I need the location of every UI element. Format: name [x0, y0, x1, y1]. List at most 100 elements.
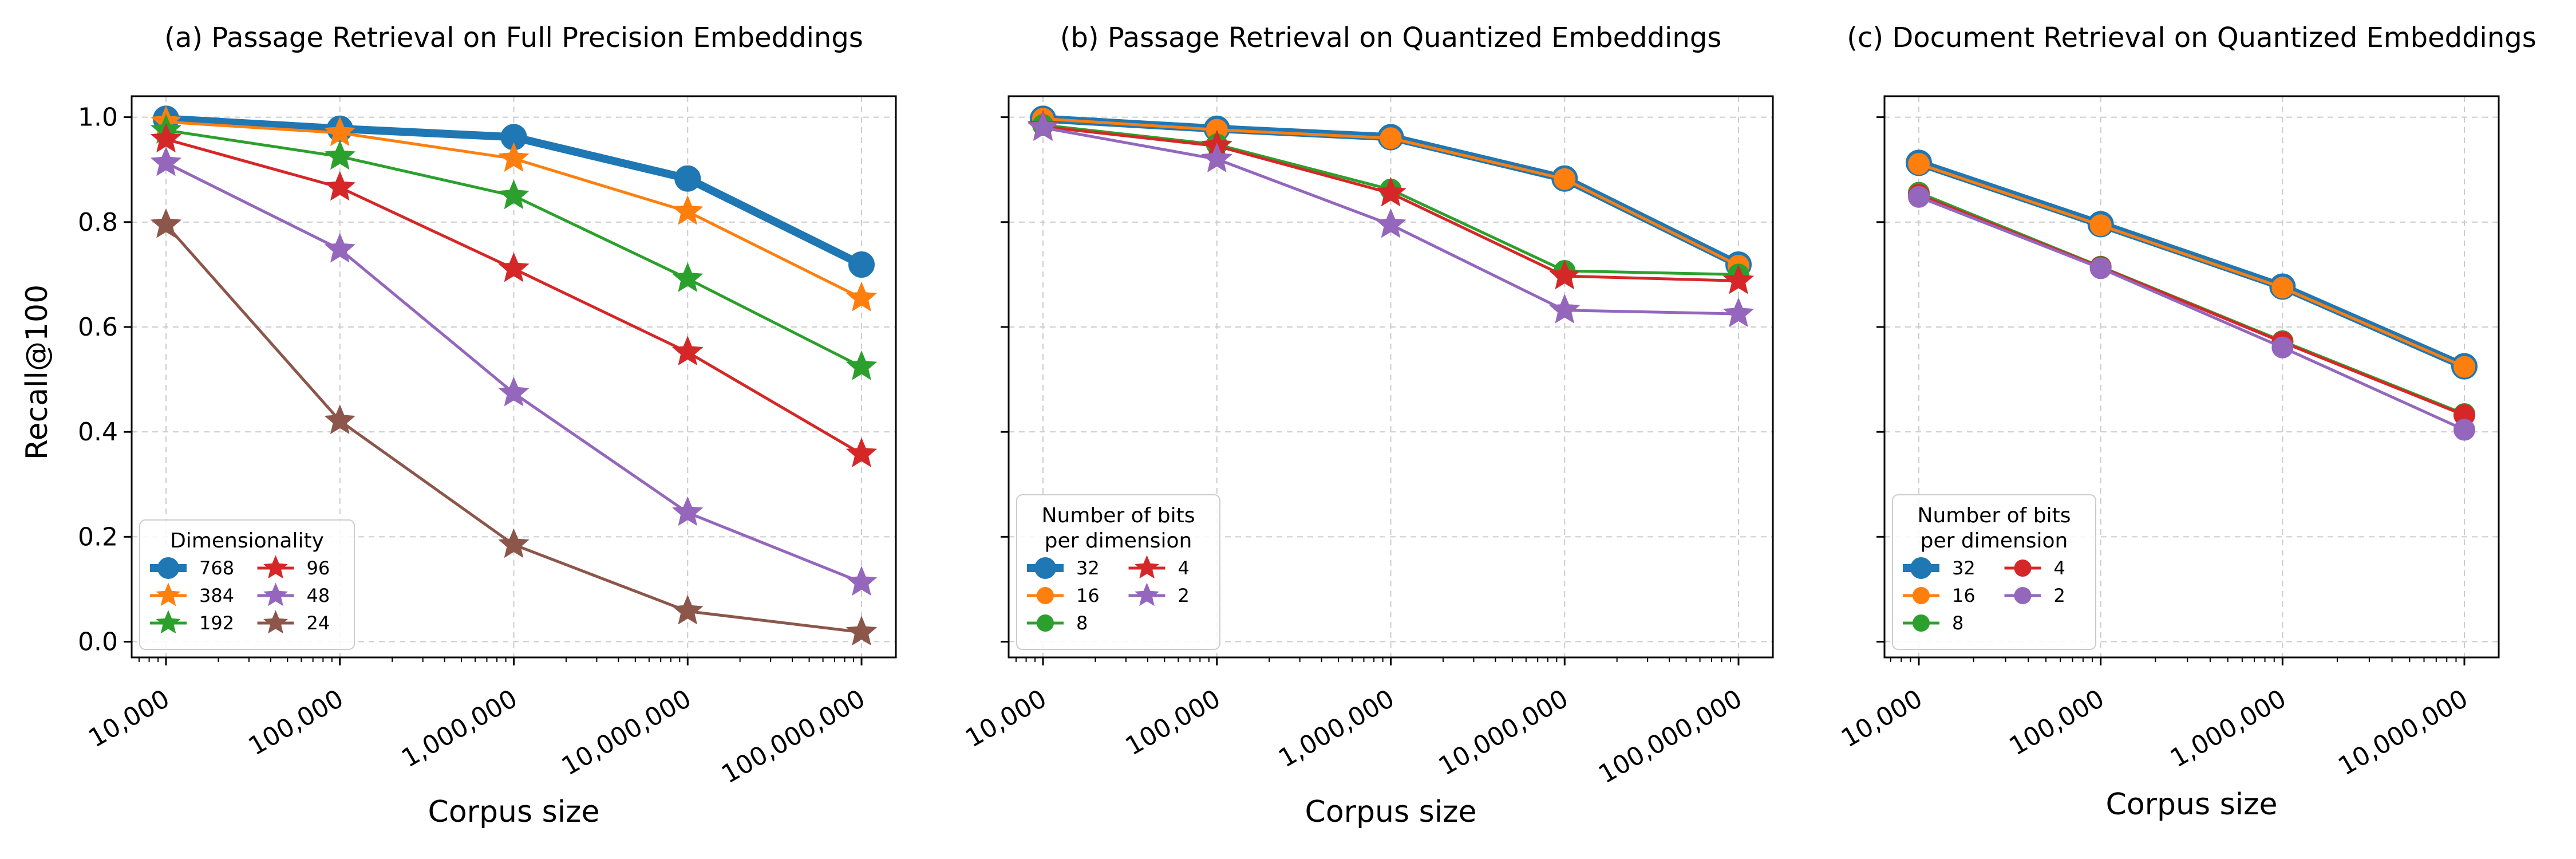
legend-title: per dimension — [1921, 529, 2068, 553]
data-point — [1722, 264, 1755, 294]
legend-label: 768 — [199, 557, 234, 579]
data-point — [498, 376, 530, 407]
data-point — [846, 350, 878, 380]
series-line-16 — [1918, 162, 2465, 368]
legend-label: 16 — [1076, 585, 1100, 606]
data-point — [2453, 356, 2475, 378]
data-point — [498, 252, 530, 282]
data-point — [150, 208, 182, 238]
x-tick-label: 10,000,000 — [1433, 684, 1573, 781]
chart-panel-3: (c) Document Retrieval on Quantized Embe… — [1836, 22, 2537, 822]
legend-title: Number of bits — [1918, 504, 2071, 527]
legend-swatch-marker — [157, 557, 179, 579]
legend-box — [1892, 494, 2096, 650]
x-tick-label: 1,000,000 — [397, 684, 522, 773]
legend-label: 4 — [2054, 557, 2065, 579]
data-point — [324, 140, 355, 170]
legend-label: 2 — [1178, 585, 1190, 606]
data-point — [324, 171, 355, 201]
chart-panel-2: (b) Passage Retrieval on Quantized Embed… — [961, 22, 1774, 829]
x-tick-label: 10,000 — [1836, 684, 1927, 753]
legend-swatch-marker — [1913, 614, 1930, 632]
legend-label: 16 — [1952, 585, 1976, 606]
legend-swatch-marker — [156, 582, 181, 606]
x-tick-label: 100,000 — [1121, 684, 1226, 761]
data-point — [1201, 143, 1232, 173]
legend-label: 8 — [1952, 612, 1963, 634]
data-point — [324, 233, 355, 263]
data-point — [2089, 214, 2112, 237]
data-point — [1375, 208, 1406, 238]
legend-label: 2 — [2054, 585, 2065, 606]
data-point — [846, 566, 878, 596]
data-point — [150, 146, 182, 176]
series-line-32 — [1917, 159, 2466, 371]
legend-swatch-marker — [263, 555, 288, 579]
data-point — [672, 195, 704, 225]
x-axis-label: Corpus size — [428, 795, 600, 829]
y-tick-label: 1.0 — [78, 103, 118, 132]
data-point — [498, 142, 530, 172]
legend-title: Dimensionality — [170, 529, 324, 553]
data-point — [672, 594, 704, 625]
legend-title: Number of bits — [1042, 504, 1195, 527]
y-tick-label: 0.4 — [78, 417, 118, 447]
legend-swatch-marker — [263, 610, 288, 634]
data-point — [1722, 297, 1755, 328]
data-point — [150, 123, 182, 153]
x-axis-label: Corpus size — [1305, 795, 1477, 829]
panel-title: (c) Document Retrieval on Quantized Embe… — [1847, 22, 2537, 54]
data-point — [846, 281, 878, 312]
x-tick-label: 10,000,000 — [2333, 684, 2473, 781]
y-tick-label: 0.2 — [78, 522, 118, 551]
x-tick-label: 100,000,000 — [1594, 684, 1747, 789]
data-point — [498, 528, 530, 558]
legend-swatch-marker — [1135, 582, 1159, 606]
x-tick-label: 1,000,000 — [2166, 684, 2291, 773]
legend-swatch-marker — [156, 610, 181, 634]
legend-swatch-marker — [1037, 587, 1054, 604]
y-tick-label: 0.0 — [78, 628, 118, 657]
x-tick-label: 10,000,000 — [556, 684, 696, 781]
x-tick-label: 100,000 — [244, 684, 349, 761]
legend-label: 96 — [307, 557, 330, 579]
data-point — [672, 336, 704, 366]
legend-label: 4 — [1178, 557, 1190, 579]
data-point — [1554, 168, 1576, 190]
legend-box — [139, 519, 355, 650]
legend: Dimensionality 768 384 192 96 48 24 — [139, 519, 355, 650]
legend-label: 8 — [1076, 612, 1088, 634]
x-tick-label: 1,000,000 — [1274, 684, 1399, 773]
data-point — [324, 404, 355, 435]
data-point — [1908, 186, 1930, 208]
legend-label: 192 — [199, 612, 234, 634]
data-point — [1027, 111, 1059, 141]
legend-swatch-marker — [2014, 587, 2032, 604]
x-tick-label: 10,000 — [961, 684, 1052, 753]
legend-swatch-marker — [263, 582, 288, 606]
data-point — [498, 179, 530, 210]
data-point — [2453, 419, 2475, 441]
series-line-4 — [1918, 193, 2465, 417]
legend-label: 384 — [199, 585, 234, 606]
x-tick-label: 100,000,000 — [717, 684, 870, 789]
data-point — [2271, 277, 2294, 299]
legend-swatch-marker — [1034, 557, 1056, 579]
panel-title: (b) Passage Retrieval on Quantized Embed… — [1060, 22, 1722, 54]
data-point — [848, 251, 875, 278]
data-point — [846, 616, 878, 646]
chart-panel-1: (a) Passage Retrieval on Full Precision … — [78, 22, 897, 829]
legend-label: 24 — [307, 612, 330, 634]
data-point — [1375, 176, 1406, 207]
data-point — [672, 262, 704, 292]
y-axis-label: Recall@100 — [20, 285, 54, 460]
data-point — [1549, 259, 1581, 290]
legend-label: 32 — [1952, 557, 1976, 579]
data-point — [672, 496, 704, 526]
panel-title: (a) Passage Retrieval on Full Precision … — [164, 22, 863, 54]
x-tick-label: 100,000 — [2004, 684, 2109, 761]
legend-box — [1016, 494, 1220, 650]
y-tick-label: 0.6 — [78, 313, 118, 342]
